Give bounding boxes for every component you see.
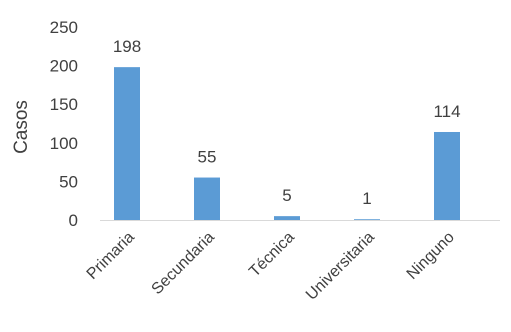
bar <box>274 216 300 220</box>
category-labels: Primaria Secundaria Técnica Universitaria Ni… <box>84 229 458 304</box>
category-label: Ninguno <box>404 229 458 283</box>
category-label: Universitaria <box>303 229 378 304</box>
y-tick-label: 0 <box>69 211 78 230</box>
bar <box>434 131 460 220</box>
data-label: 114 <box>433 102 460 121</box>
category-label: Técnica <box>246 229 298 281</box>
bar <box>354 219 380 221</box>
y-axis-ticks: 0 50 100 150 200 250 <box>50 18 78 230</box>
data-label: 1 <box>362 189 371 208</box>
data-label: 55 <box>198 148 217 167</box>
y-axis-title: Casos <box>11 100 32 154</box>
y-tick-label: 100 <box>50 134 78 153</box>
bar <box>194 177 220 220</box>
data-label: 5 <box>282 186 291 205</box>
category-label: Secundaria <box>149 229 218 298</box>
bars <box>114 67 460 221</box>
y-tick-label: 50 <box>59 172 78 191</box>
data-label: 198 <box>113 37 141 56</box>
category-label: Primaria <box>84 229 138 283</box>
y-tick-label: 250 <box>50 18 78 37</box>
y-tick-label: 200 <box>50 57 78 76</box>
y-tick-label: 150 <box>50 95 78 114</box>
bar <box>114 67 140 220</box>
